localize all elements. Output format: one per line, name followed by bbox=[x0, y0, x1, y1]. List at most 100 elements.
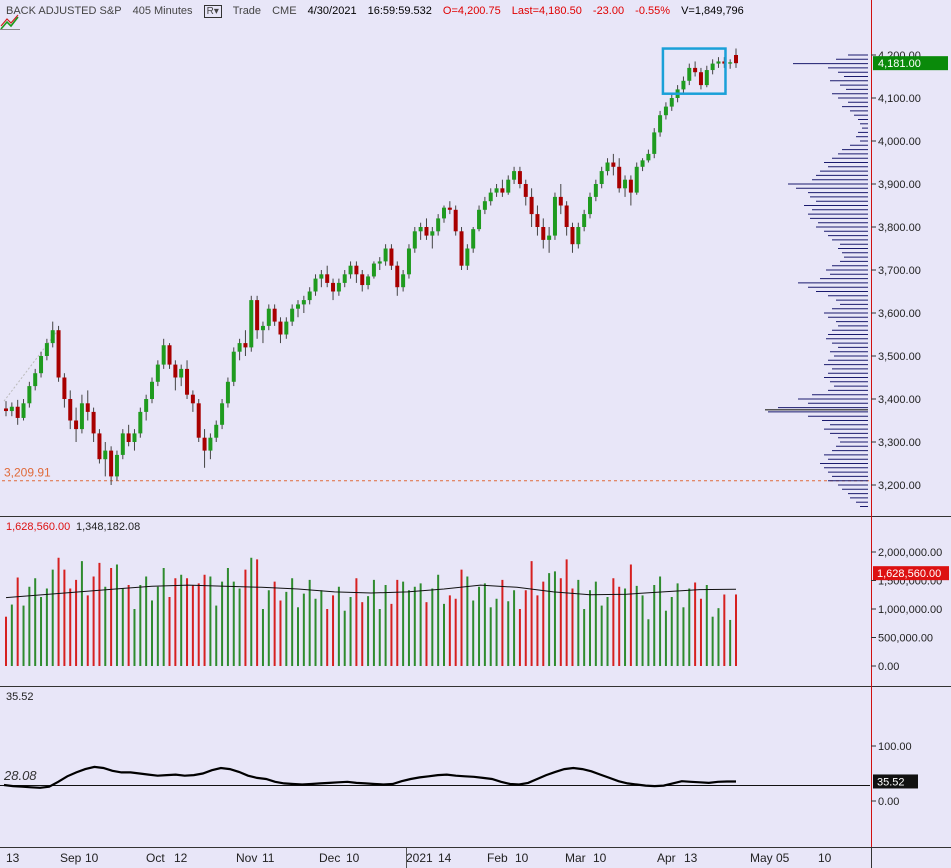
chart-header: BACK ADJUSTED S&P 405 Minutes R▾ Trade C… bbox=[6, 5, 752, 18]
candle-body bbox=[144, 399, 149, 412]
candle-body bbox=[208, 437, 213, 451]
candle-body bbox=[243, 343, 248, 348]
candle-body bbox=[109, 450, 114, 477]
candle-body bbox=[371, 263, 376, 277]
candle-body bbox=[56, 330, 61, 378]
indicator-tag: 35.52 bbox=[877, 776, 905, 788]
time-axis-label: May bbox=[750, 851, 773, 865]
time-label: 16:59:59.532 bbox=[367, 5, 432, 17]
candle-body bbox=[640, 160, 645, 167]
time-axis-label: 10 bbox=[515, 851, 529, 865]
price-axis-label: 3,400.00 bbox=[878, 394, 921, 406]
candle-body bbox=[693, 67, 698, 73]
candle-body bbox=[296, 304, 300, 309]
candle-body bbox=[360, 274, 365, 286]
volume-label-red: 1,628,560.00 bbox=[6, 521, 70, 533]
candle-body bbox=[482, 201, 487, 210]
candle-body bbox=[430, 231, 435, 236]
candle-body bbox=[652, 132, 657, 154]
last-label: Last=4,180.50 bbox=[511, 5, 582, 17]
candle-body bbox=[85, 403, 90, 412]
volume-moving-average bbox=[5, 584, 737, 599]
mode-button[interactable]: R▾ bbox=[203, 5, 222, 18]
candle-body bbox=[301, 300, 306, 305]
candle-body bbox=[249, 300, 254, 348]
candle-body bbox=[255, 300, 260, 331]
indicator-value-label: 35.52 bbox=[6, 691, 34, 703]
volume-tag-bg bbox=[873, 566, 949, 581]
candle-body bbox=[185, 368, 190, 395]
time-axis-label: Nov bbox=[236, 851, 257, 865]
chart-settings-icon[interactable] bbox=[0, 14, 20, 30]
time-axis-label: Dec bbox=[319, 851, 340, 865]
candle-body bbox=[517, 171, 522, 184]
candle-body bbox=[488, 192, 493, 202]
candle-body bbox=[477, 209, 482, 230]
candle-body bbox=[512, 171, 517, 180]
candle-body bbox=[348, 265, 353, 275]
candle-body bbox=[447, 207, 452, 210]
candle-body bbox=[97, 433, 102, 460]
candle-body bbox=[272, 308, 277, 322]
candle-body bbox=[354, 265, 359, 275]
candle-body bbox=[44, 343, 49, 356]
price-axis-label: 4,100.00 bbox=[878, 93, 921, 105]
candle-body bbox=[412, 231, 417, 249]
candle-body bbox=[190, 394, 195, 404]
candle-body bbox=[406, 248, 411, 275]
candle-body bbox=[401, 274, 406, 288]
time-axis-label: 10 bbox=[593, 851, 607, 865]
last-price-tag: 4,181.00 bbox=[878, 58, 921, 70]
candle-body bbox=[500, 188, 505, 193]
candle-body bbox=[599, 171, 604, 184]
indicator-line bbox=[3, 765, 736, 789]
candle-body bbox=[552, 196, 557, 236]
time-axis-label: 10 bbox=[818, 851, 832, 865]
time-axis-label: 12 bbox=[174, 851, 188, 865]
candle-body bbox=[453, 209, 458, 232]
candle-body bbox=[389, 248, 394, 266]
candle-body bbox=[669, 98, 674, 107]
time-axis-label: Oct bbox=[146, 851, 165, 865]
candle-body bbox=[225, 381, 230, 404]
indicator-left-label: 28.08 bbox=[3, 768, 37, 783]
candle-body bbox=[74, 420, 79, 430]
candle-body bbox=[593, 184, 598, 197]
candle-body bbox=[424, 227, 429, 236]
candle-body bbox=[716, 61, 721, 64]
price-axis-label: 3,300.00 bbox=[878, 437, 921, 449]
candle-body bbox=[523, 184, 528, 197]
candle-body bbox=[284, 321, 289, 335]
candle-body bbox=[582, 214, 587, 227]
candle-body bbox=[698, 72, 703, 86]
time-axis-label: 10 bbox=[85, 851, 99, 865]
candle-body bbox=[237, 343, 242, 352]
price-axis-label: 3,500.00 bbox=[878, 351, 921, 363]
candle-body bbox=[266, 308, 271, 326]
candle-body bbox=[138, 411, 143, 434]
candle-body bbox=[50, 330, 55, 344]
candle-body bbox=[558, 196, 563, 206]
time-axis-label: 11 bbox=[262, 851, 275, 865]
time-axis-label: Sep bbox=[60, 851, 82, 865]
time-axis-label: Mar bbox=[565, 851, 586, 865]
reference-line-label: 3,209.91 bbox=[4, 466, 51, 480]
candle-body bbox=[436, 218, 441, 232]
candle-body bbox=[161, 345, 166, 365]
candle-body bbox=[155, 364, 160, 382]
indicator-axis-label: 100.00 bbox=[878, 741, 912, 753]
candle-body bbox=[628, 179, 633, 193]
volume-header-label: V=1,849,796 bbox=[681, 5, 744, 17]
volume-tag: 1,628,560.00 bbox=[877, 568, 941, 580]
symbol-label: BACK ADJUSTED S&P bbox=[6, 5, 122, 17]
candle-body bbox=[290, 308, 295, 322]
price-axis-label: 3,700.00 bbox=[878, 265, 921, 277]
candle-body bbox=[658, 115, 663, 133]
candle-body bbox=[588, 196, 592, 215]
candle-body bbox=[167, 345, 172, 365]
price-axis-label: 3,800.00 bbox=[878, 222, 921, 234]
price-axis-label: 3,900.00 bbox=[878, 179, 921, 191]
date-label: 4/30/2021 bbox=[307, 5, 357, 17]
candle-body bbox=[202, 437, 207, 451]
last-price-tag-bg bbox=[873, 56, 948, 71]
